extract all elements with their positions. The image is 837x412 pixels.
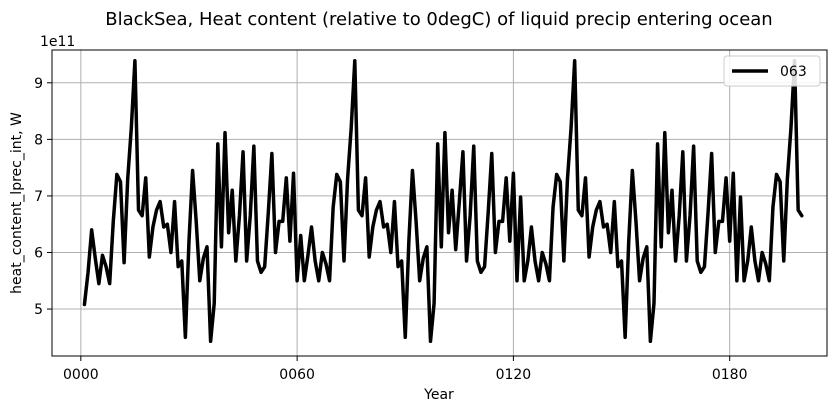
legend: 063 xyxy=(723,55,821,87)
y-tick-label: 7 xyxy=(34,189,43,205)
x-tick-label: 0180 xyxy=(712,367,748,383)
y-offset-label: 1e11 xyxy=(40,34,75,50)
y-axis-label: heat_content_lprec_int, W xyxy=(9,112,25,294)
y-tick-label: 9 xyxy=(34,76,43,92)
legend-box xyxy=(723,55,821,87)
plot-frame xyxy=(51,49,828,357)
legend-label-063: 063 xyxy=(780,64,807,80)
x-tick-label: 0120 xyxy=(496,367,532,383)
x-axis-label: Year xyxy=(423,387,454,403)
y-tick-label: 5 xyxy=(34,302,43,318)
y-tick-label: 8 xyxy=(34,132,43,148)
y-axis-ticks: 5 6 7 8 9 xyxy=(34,76,52,318)
x-tick-label: 0000 xyxy=(63,367,99,383)
series-line-063 xyxy=(82,59,804,344)
chart-title: BlackSea, Heat content (relative to 0deg… xyxy=(105,9,772,30)
x-tick-label: 0060 xyxy=(279,367,315,383)
y-tick-label: 6 xyxy=(34,245,43,261)
x-axis-ticks: 0000 0060 0120 0180 xyxy=(63,356,747,383)
